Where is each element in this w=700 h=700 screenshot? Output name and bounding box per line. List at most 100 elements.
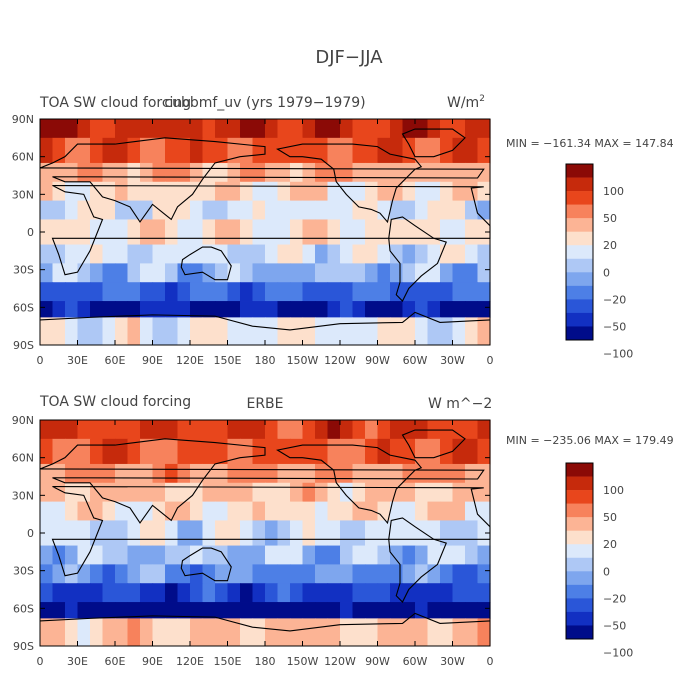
heatmap-cell — [252, 162, 266, 183]
heatmap-cell — [102, 263, 116, 283]
heatmap-cell — [240, 618, 254, 647]
colorbar-swatch — [566, 611, 593, 626]
heatmap-cell — [277, 244, 291, 264]
heatmap-cell — [227, 545, 241, 565]
heatmap-cell — [415, 618, 429, 647]
heatmap-cell — [265, 219, 279, 245]
heatmap-cell — [90, 501, 104, 521]
heatmap-cell — [277, 564, 291, 584]
heatmap-cell — [340, 119, 354, 139]
heatmap-cell — [390, 162, 404, 183]
heatmap-cell — [227, 162, 241, 183]
heatmap-cell — [302, 301, 316, 318]
colorbar-swatch — [566, 557, 593, 572]
colorbar-label: 100 — [603, 185, 624, 198]
heatmap-cell — [315, 181, 329, 202]
heatmap-cell — [140, 263, 154, 283]
heatmap-cell — [77, 263, 91, 283]
colorbar-label: 50 — [603, 511, 617, 524]
heatmap-cell — [65, 119, 79, 139]
heatmap-cell — [52, 219, 66, 245]
heatmap-cell — [190, 482, 204, 503]
heatmap-cell — [90, 545, 104, 565]
heatmap-cell — [290, 200, 304, 220]
heatmap-cell — [452, 602, 466, 619]
heatmap-cell — [390, 301, 404, 318]
heatmap-cell — [365, 244, 379, 264]
heatmap-cell — [52, 501, 66, 521]
heatmap-cell — [365, 463, 379, 484]
heatmap-cell — [302, 181, 316, 202]
heatmap-cell — [265, 583, 279, 603]
heatmap-cell — [127, 181, 141, 202]
heatmap-cell — [402, 564, 416, 584]
colorbar-swatch — [566, 584, 593, 599]
heatmap-cell — [177, 438, 191, 465]
heatmap-cell — [452, 282, 466, 302]
heatmap-cell — [327, 602, 341, 619]
coastline — [276, 143, 423, 224]
heatmap-cell — [452, 520, 466, 546]
heatmap-cell — [277, 420, 291, 440]
heatmap-cell — [77, 317, 91, 346]
heatmap-cell — [415, 137, 429, 164]
heatmap-cell — [215, 219, 229, 245]
heatmap-cell — [65, 282, 79, 302]
heatmap-cell — [252, 137, 266, 164]
heatmap-cell — [365, 482, 379, 503]
heatmap-cell — [390, 263, 404, 283]
heatmap-cell — [277, 181, 291, 202]
heatmap-cell — [302, 317, 316, 346]
heatmap-cell — [152, 119, 166, 139]
heatmap-cell — [227, 181, 241, 202]
heatmap-cell — [152, 564, 166, 584]
heatmap-cell — [427, 244, 441, 264]
heatmap-cell — [277, 301, 291, 318]
heatmap-cell — [240, 420, 254, 440]
panel-2-map — [39, 420, 491, 647]
heatmap-cell — [115, 618, 129, 647]
heatmap-cell — [102, 583, 116, 603]
heatmap-cell — [115, 162, 129, 183]
colorbar-swatch — [566, 272, 593, 287]
heatmap-cell — [390, 420, 404, 440]
heatmap-cell — [265, 162, 279, 183]
heatmap-cell — [240, 119, 254, 139]
heatmap-cell — [202, 301, 216, 318]
heatmap-cell — [352, 618, 366, 647]
x-tick-label: 150E — [214, 655, 242, 668]
heatmap-cell — [377, 463, 391, 484]
heatmap-cell — [190, 244, 204, 264]
heatmap-cell — [340, 463, 354, 484]
heatmap-cell — [252, 618, 266, 647]
heatmap-cell — [177, 618, 191, 647]
heatmap-cell — [165, 545, 179, 565]
panel-1-units-sup: 2 — [479, 94, 485, 104]
heatmap-cell — [165, 181, 179, 202]
heatmap-cell — [90, 119, 104, 139]
heatmap-cell — [315, 463, 329, 484]
heatmap-cell — [327, 618, 341, 647]
heatmap-cell — [115, 602, 129, 619]
heatmap-cell — [165, 564, 179, 584]
colorbar-label: 0 — [603, 266, 610, 279]
heatmap-cell — [290, 520, 304, 546]
y-tick-label: 30N — [12, 188, 34, 201]
heatmap-cell — [265, 137, 279, 164]
heatmap-cell — [477, 119, 491, 139]
heatmap-cell — [227, 501, 241, 521]
heatmap-cell — [377, 282, 391, 302]
heatmap-cell — [115, 244, 129, 264]
colorbar-swatch — [566, 463, 593, 477]
heatmap-cell — [290, 583, 304, 603]
heatmap-cell — [352, 583, 366, 603]
heatmap-cell — [102, 137, 116, 164]
heatmap-cell — [40, 244, 54, 264]
heatmap-cell — [40, 482, 54, 503]
heatmap-cell — [65, 618, 79, 647]
heatmap-cell — [340, 200, 354, 220]
heatmap-cell — [140, 583, 154, 603]
heatmap-cell — [352, 162, 366, 183]
heatmap-cell — [315, 200, 329, 220]
heatmap-cell — [415, 219, 429, 245]
